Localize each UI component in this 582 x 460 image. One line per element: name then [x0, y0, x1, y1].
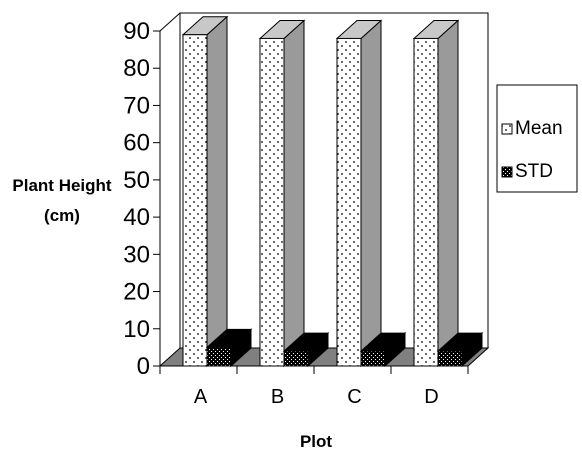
x-tick-label: D	[424, 386, 438, 408]
side-wall-top	[159, 12, 181, 32]
bar-side	[206, 15, 228, 368]
bar-front	[336, 37, 362, 367]
x-tick-label: C	[347, 386, 361, 408]
legend-label-mean: Mean	[515, 118, 563, 139]
bar-front	[259, 37, 285, 367]
legend: Mean STD	[496, 84, 578, 193]
y-tick-label: 10	[123, 316, 150, 343]
y-axis-ticks: 0 10 20 30 40 50 60 70 80 90	[123, 18, 160, 380]
bar-std-a	[205, 328, 253, 368]
y-tick-label: 30	[123, 241, 150, 268]
back-wall	[179, 12, 489, 366]
y-axis-title-line1: Plant Height	[12, 176, 112, 195]
bar-front	[437, 350, 463, 367]
bar-front	[182, 34, 208, 367]
bar-front	[283, 350, 309, 367]
bars	[181, 15, 484, 368]
bar-mean-b	[258, 19, 306, 368]
legend-swatch-std	[501, 166, 513, 178]
bar-std-d	[436, 331, 484, 368]
x-tick-label: B	[271, 386, 284, 408]
y-axis-title-line2: (cm)	[44, 206, 80, 225]
y-tick-label: 80	[123, 55, 150, 82]
x-tick-label: A	[194, 386, 208, 408]
bar-side	[360, 19, 382, 368]
x-axis-ticks: A B C D	[159, 366, 469, 408]
legend-swatch-mean	[501, 123, 513, 135]
y-tick-label: 70	[123, 92, 150, 119]
y-tick-label: 20	[123, 279, 150, 306]
x-axis-title: Plot	[300, 432, 332, 451]
bar-front	[206, 346, 232, 367]
bar-mean-c	[335, 19, 383, 368]
y-tick-label: 60	[123, 130, 150, 157]
y-tick-label: 40	[123, 204, 150, 231]
legend-label-std: STD	[515, 161, 553, 182]
bar-side	[437, 19, 459, 368]
bar-std-c	[359, 331, 407, 368]
y-tick-label: 50	[123, 167, 150, 194]
bar-side	[283, 19, 305, 368]
bar-mean-a	[181, 15, 229, 368]
y-tick-label: 0	[137, 353, 150, 380]
bar-mean-d	[412, 19, 460, 368]
y-tick-label: 90	[123, 18, 150, 45]
bar-front	[360, 350, 386, 367]
bar-front	[413, 37, 439, 367]
bar-std-b	[282, 331, 330, 368]
